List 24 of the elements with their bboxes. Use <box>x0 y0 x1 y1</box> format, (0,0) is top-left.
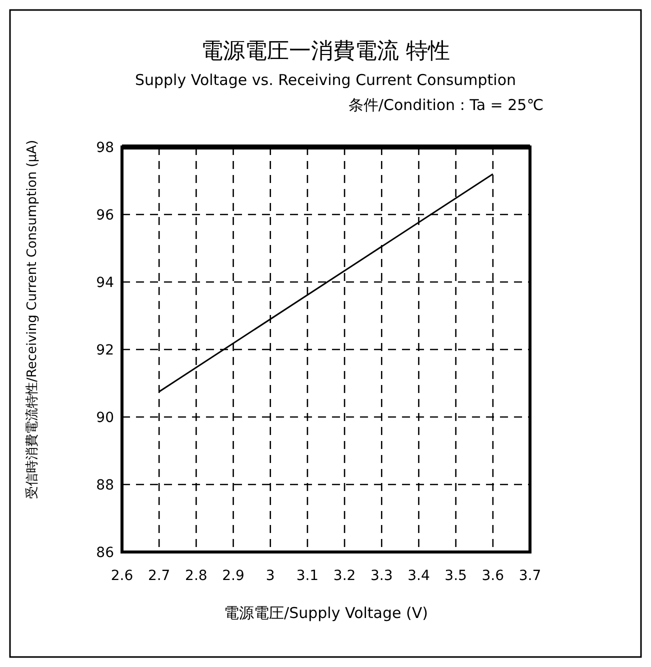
y-tick-label: 92 <box>96 342 114 358</box>
x-tick-label: 3.3 <box>370 568 393 584</box>
y-tick-label: 86 <box>96 545 114 561</box>
x-tick-label: 2.6 <box>110 568 134 584</box>
chart-subtitle: Supply Voltage vs. Receiving Current Consumption <box>134 71 516 89</box>
x-tick-label: 3.5 <box>444 568 467 584</box>
y-axis-title: 受信時消費電流特性/Receiving Current Consumption (μA) <box>24 140 40 500</box>
y-tick-label: 96 <box>96 208 114 224</box>
x-tick-label: 3.7 <box>518 568 542 584</box>
text: 条件/Condition : Ta = 25℃ <box>348 96 544 114</box>
x-tick-label: 3.1 <box>296 568 319 584</box>
x-tick-label: 3 <box>266 568 275 584</box>
y-tick-label: 88 <box>96 478 114 494</box>
x-tick-label: 3.2 <box>333 568 356 584</box>
x-tick-label: 3.4 <box>408 568 430 584</box>
x-tick-label: 2.8 <box>185 568 208 584</box>
y-tick-label: 98 <box>96 140 114 156</box>
x-tick-label: 2.7 <box>148 568 170 584</box>
y-tick-label: 94 <box>96 275 114 291</box>
x-axis-title: 電源電圧/Supply Voltage (V) <box>224 604 428 622</box>
y-tick-label: 90 <box>96 410 114 426</box>
x-tick-label: 3.6 <box>482 568 504 584</box>
chart-title: 電源電圧一消費電流 特性 <box>201 39 450 64</box>
x-tick-label: 2.9 <box>222 568 244 584</box>
